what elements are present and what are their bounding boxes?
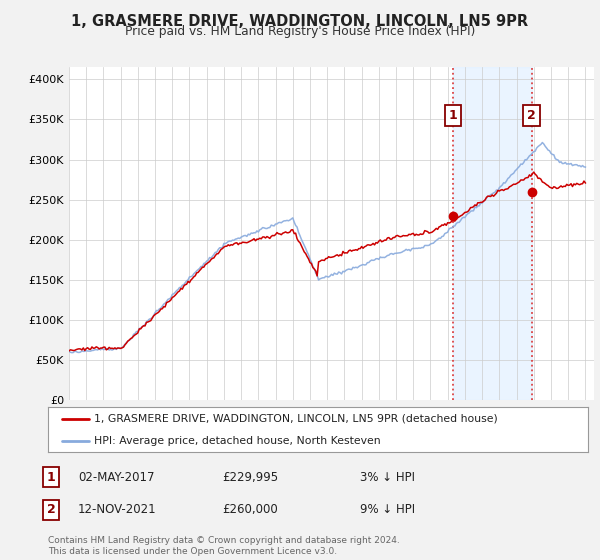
Text: HPI: Average price, detached house, North Kesteven: HPI: Average price, detached house, Nort…: [94, 436, 380, 446]
Text: £229,995: £229,995: [222, 470, 278, 484]
Text: 1: 1: [449, 109, 458, 122]
Text: Contains HM Land Registry data © Crown copyright and database right 2024.
This d: Contains HM Land Registry data © Crown c…: [48, 536, 400, 556]
Bar: [454, 67, 532, 400]
Text: 2: 2: [47, 503, 55, 516]
Text: 1: 1: [47, 470, 55, 484]
Text: 3% ↓ HPI: 3% ↓ HPI: [360, 470, 415, 484]
Text: 9% ↓ HPI: 9% ↓ HPI: [360, 503, 415, 516]
Text: Price paid vs. HM Land Registry's House Price Index (HPI): Price paid vs. HM Land Registry's House …: [125, 25, 475, 38]
Text: 12-NOV-2021: 12-NOV-2021: [78, 503, 157, 516]
Text: £260,000: £260,000: [222, 503, 278, 516]
Text: 02-MAY-2017: 02-MAY-2017: [78, 470, 155, 484]
Text: 1, GRASMERE DRIVE, WADDINGTON, LINCOLN, LN5 9PR (detached house): 1, GRASMERE DRIVE, WADDINGTON, LINCOLN, …: [94, 414, 497, 424]
Text: 2: 2: [527, 109, 536, 122]
Text: 1, GRASMERE DRIVE, WADDINGTON, LINCOLN, LN5 9PR: 1, GRASMERE DRIVE, WADDINGTON, LINCOLN, …: [71, 14, 529, 29]
